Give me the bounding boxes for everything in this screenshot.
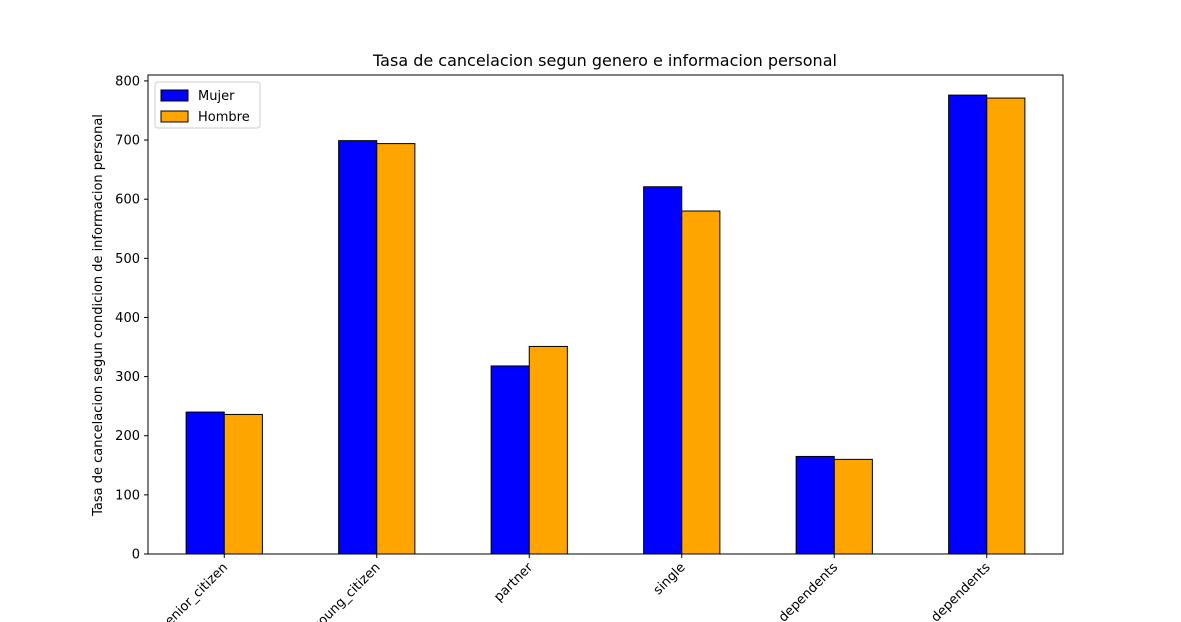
plot-frame	[147, 74, 1064, 555]
axes-layer	[147, 74, 1064, 555]
legend-swatch-mujer	[160, 89, 189, 102]
legend: Mujer Hombre	[154, 81, 261, 129]
x-tick-label: single	[651, 560, 689, 598]
y-tick-label: 400	[115, 311, 140, 326]
y-tick-label: 700	[115, 134, 140, 149]
y-tick-label: 500	[115, 252, 140, 267]
bar-mujer-young_citizen	[338, 140, 378, 555]
y-tick-label: 800	[115, 74, 140, 89]
bar-mujer-single	[643, 186, 683, 555]
bar-mujer-partner	[490, 365, 530, 555]
bar-hombre-dependents	[833, 458, 873, 555]
x-tick-label: dependents	[776, 560, 841, 622]
x-tick-label: senior_citizen	[158, 560, 232, 622]
bar-mujer-no_dependents	[948, 94, 988, 555]
y-tick-label: 100	[115, 488, 140, 503]
x-tick-label: no_dependents	[912, 560, 993, 622]
x-tick-label: partner	[491, 560, 536, 605]
bar-hombre-single	[681, 210, 721, 555]
bar-hombre-senior_citizen	[223, 413, 263, 555]
y-tick-label: 0	[132, 548, 140, 563]
legend-swatch-hombre	[160, 110, 189, 123]
chart-title: Tasa de cancelacion segun genero e infor…	[372, 51, 837, 70]
legend-label-mujer: Mujer	[198, 89, 235, 104]
bar-mujer-dependents	[795, 455, 835, 555]
legend-label-hombre: Hombre	[198, 110, 250, 125]
bar-hombre-partner	[528, 345, 568, 555]
bar-hombre-young_citizen	[376, 143, 416, 555]
y-tick-label: 200	[115, 429, 140, 444]
bar-mujer-senior_citizen	[185, 411, 225, 555]
bar-hombre-no_dependents	[986, 97, 1026, 555]
y-tick-label: 300	[115, 370, 140, 385]
y-axis-label: Tasa de cancelacion segun condicion de i…	[91, 114, 106, 517]
bars-layer	[185, 94, 1026, 555]
y-tick-label: 600	[115, 193, 140, 208]
x-tick-label: young_citizen	[310, 560, 384, 622]
